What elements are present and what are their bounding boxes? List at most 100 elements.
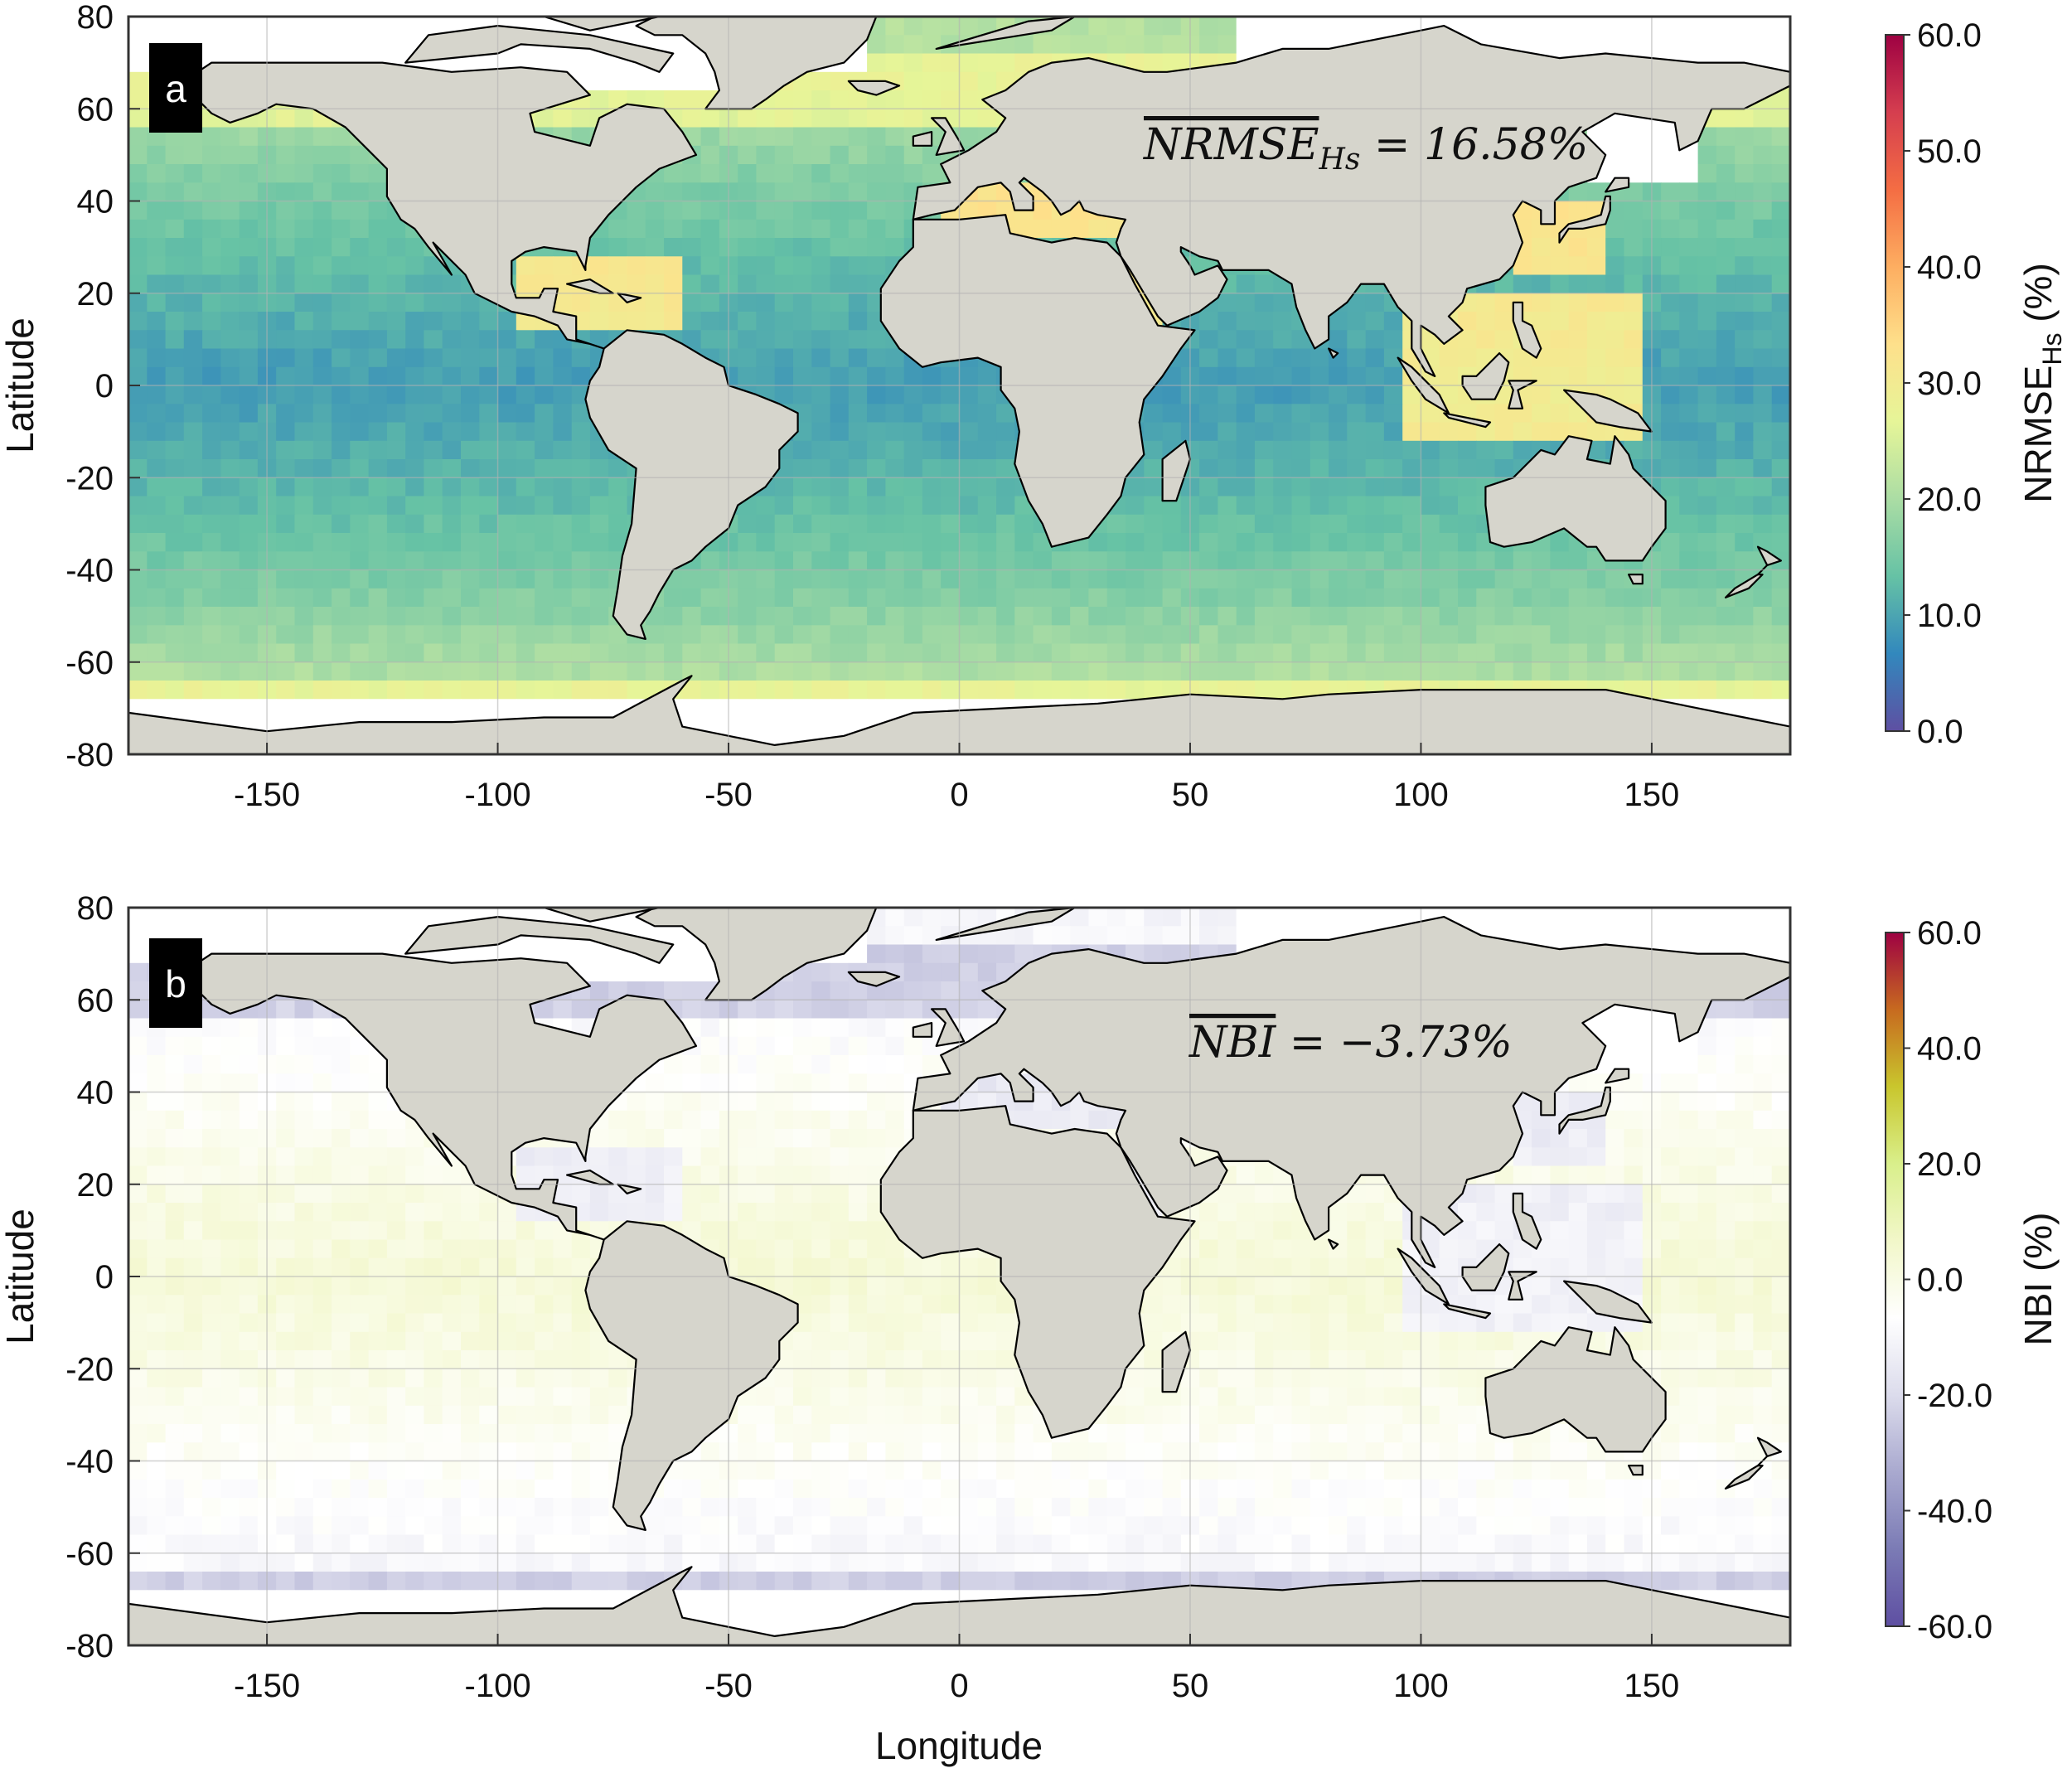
heatmap-cell <box>368 330 388 350</box>
heatmap-cell <box>1014 35 1034 55</box>
heatmap-cell <box>848 1110 868 1130</box>
heatmap-cell <box>1273 312 1293 331</box>
heatmap-cell <box>1291 17 1311 36</box>
heatmap-cell <box>1144 459 1164 478</box>
heatmap-cell <box>1402 422 1422 442</box>
heatmap-cell <box>1679 1129 1699 1148</box>
heatmap-cell <box>1402 496 1422 516</box>
heatmap-cell <box>239 699 259 719</box>
heatmap-cell <box>1273 330 1293 350</box>
heatmap-cell <box>497 661 517 681</box>
heatmap-cell <box>627 274 646 294</box>
heatmap-cell <box>1347 514 1367 534</box>
heatmap-cell <box>867 238 886 257</box>
heatmap-cell <box>1753 459 1773 478</box>
heatmap-cell <box>1458 908 1477 927</box>
heatmap-cell <box>867 625 886 645</box>
heatmap-cell <box>1070 551 1090 571</box>
heatmap-cell <box>1550 625 1570 645</box>
heatmap-cell <box>535 404 554 424</box>
heatmap-cell <box>183 330 203 350</box>
heatmap-cell <box>276 440 296 460</box>
heatmap-cell <box>700 1073 720 1093</box>
heatmap-cell <box>903 944 923 964</box>
heatmap-cell <box>848 293 868 312</box>
heatmap-cell <box>1458 588 1477 608</box>
heatmap-cell <box>294 1018 314 1038</box>
heatmap-cell <box>1347 496 1367 516</box>
heatmap-cell <box>424 551 443 571</box>
heatmap-cell <box>571 109 591 128</box>
heatmap-cell <box>793 201 812 220</box>
heatmap-cell <box>332 1055 351 1074</box>
heatmap-cell <box>811 164 831 183</box>
heatmap-cell <box>867 981 886 1000</box>
heatmap-cell <box>1476 422 1496 442</box>
heatmap-cell <box>1218 312 1237 331</box>
heatmap-cell <box>1088 681 1108 700</box>
heatmap-cell <box>848 164 868 183</box>
heatmap-cell <box>1476 661 1496 681</box>
heatmap-cell <box>1162 625 1182 645</box>
heatmap-cell <box>793 1018 812 1038</box>
heatmap-cell <box>294 256 314 276</box>
heatmap-cell <box>1162 908 1182 927</box>
heatmap-cell <box>811 1055 831 1074</box>
heatmap-cell <box>1697 625 1717 645</box>
heatmap-cell <box>1199 643 1218 663</box>
heatmap-cell <box>627 962 646 982</box>
heatmap-cell <box>553 256 573 276</box>
heatmap-cell <box>294 127 314 147</box>
heatmap-cell <box>312 496 332 516</box>
heatmap-cell <box>848 366 868 386</box>
heatmap-cell <box>627 312 646 331</box>
heatmap-cell <box>386 1165 406 1185</box>
heatmap-cell <box>885 1055 905 1074</box>
heatmap-cell <box>1550 661 1570 681</box>
heatmap-cell <box>1716 926 1736 946</box>
heatmap-cell <box>424 533 443 552</box>
heatmap-cell <box>1365 404 1385 424</box>
heatmap-cell <box>1753 514 1773 534</box>
heatmap-cell <box>294 625 314 645</box>
heatmap-cell <box>1126 926 1145 946</box>
heatmap-cell <box>516 312 535 331</box>
heatmap-cell <box>1070 643 1090 663</box>
heatmap-cell <box>922 625 942 645</box>
heatmap-cell <box>1735 1129 1755 1148</box>
heatmap-cell <box>756 127 776 147</box>
heatmap-cell <box>276 643 296 663</box>
heatmap-cell <box>941 404 961 424</box>
heatmap-cell <box>202 661 221 681</box>
heatmap-cell <box>368 1147 388 1167</box>
heatmap-cell <box>165 1110 185 1130</box>
heatmap-cell <box>571 348 591 368</box>
heatmap-cell <box>424 681 443 700</box>
heatmap-cell <box>128 477 148 497</box>
heatmap-cell <box>1162 17 1182 36</box>
heatmap-cell <box>276 1092 296 1112</box>
heatmap-cell <box>903 477 923 497</box>
heatmap-cell <box>996 422 1015 442</box>
heatmap-cell <box>276 625 296 645</box>
heatmap-cell <box>1347 643 1367 663</box>
heatmap-cell <box>1735 293 1755 312</box>
heatmap-cell <box>756 514 776 534</box>
heatmap-cell <box>368 385 388 404</box>
heatmap-cell <box>793 164 812 183</box>
heatmap-cell <box>645 1073 665 1093</box>
heatmap-cell <box>276 1110 296 1130</box>
heatmap-cell <box>312 551 332 571</box>
heatmap-cell <box>1735 404 1755 424</box>
heatmap-cell <box>276 404 296 424</box>
colorbar-ticks-a: 60.050.040.030.020.010.00.0 <box>1904 17 1982 750</box>
heatmap-cell <box>977 625 997 645</box>
heatmap-cell <box>1162 588 1182 608</box>
heatmap-cell <box>903 569 923 589</box>
heatmap-cell <box>1494 625 1514 645</box>
heatmap-cell <box>1624 1110 1644 1130</box>
heatmap-cell <box>276 109 296 128</box>
heatmap-cell <box>276 127 296 147</box>
heatmap-cell <box>183 293 203 312</box>
heatmap-cell <box>1624 926 1644 946</box>
